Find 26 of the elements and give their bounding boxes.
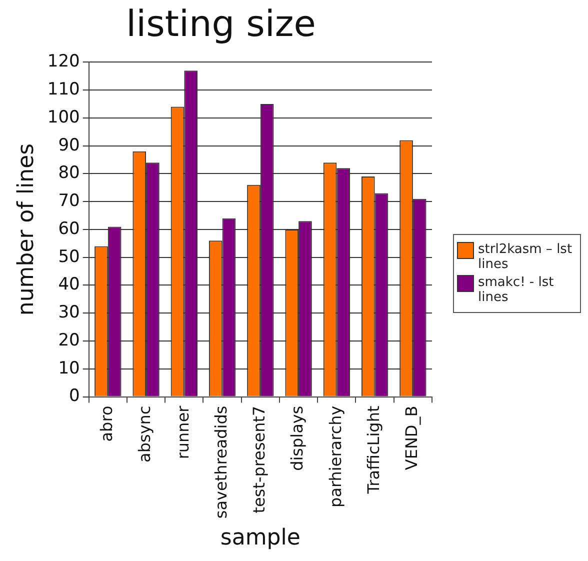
chart-title: listing size — [126, 4, 316, 45]
y-tick-label: 20 — [58, 330, 80, 350]
x-tick-label: displays — [288, 406, 307, 471]
x-tick-label: abro — [97, 406, 116, 442]
y-tick-label: 100 — [47, 107, 80, 128]
y-tick-label: 10 — [58, 358, 80, 378]
y-tick-label: 70 — [58, 191, 80, 212]
x-axis-title: sample — [220, 526, 300, 551]
y-tick-label: 30 — [58, 302, 80, 323]
x-tick-label: test-present7 — [250, 406, 269, 514]
legend-label: smakc! - lst lines — [478, 275, 555, 305]
y-tick-label: 80 — [58, 163, 80, 184]
x-tick-label: savethreadids — [211, 406, 230, 519]
x-tick-label: parhierarchy — [326, 406, 345, 508]
y-tick-label: 40 — [58, 274, 80, 295]
y-tick-label: 60 — [58, 218, 80, 239]
y-tick-label: 90 — [58, 135, 80, 156]
y-tick-label: 50 — [58, 246, 80, 267]
y-axis-title: number of lines — [14, 143, 39, 316]
x-tick-label: VEND_B — [402, 406, 422, 470]
y-tick-label: 120 — [47, 52, 80, 72]
x-tick-label: runner — [173, 405, 192, 460]
y-tick-label: 0 — [69, 386, 80, 406]
x-tick-label: TrafficLight — [364, 406, 383, 495]
x-tick-label: absync — [135, 406, 154, 462]
y-tick-label: 110 — [47, 80, 80, 100]
